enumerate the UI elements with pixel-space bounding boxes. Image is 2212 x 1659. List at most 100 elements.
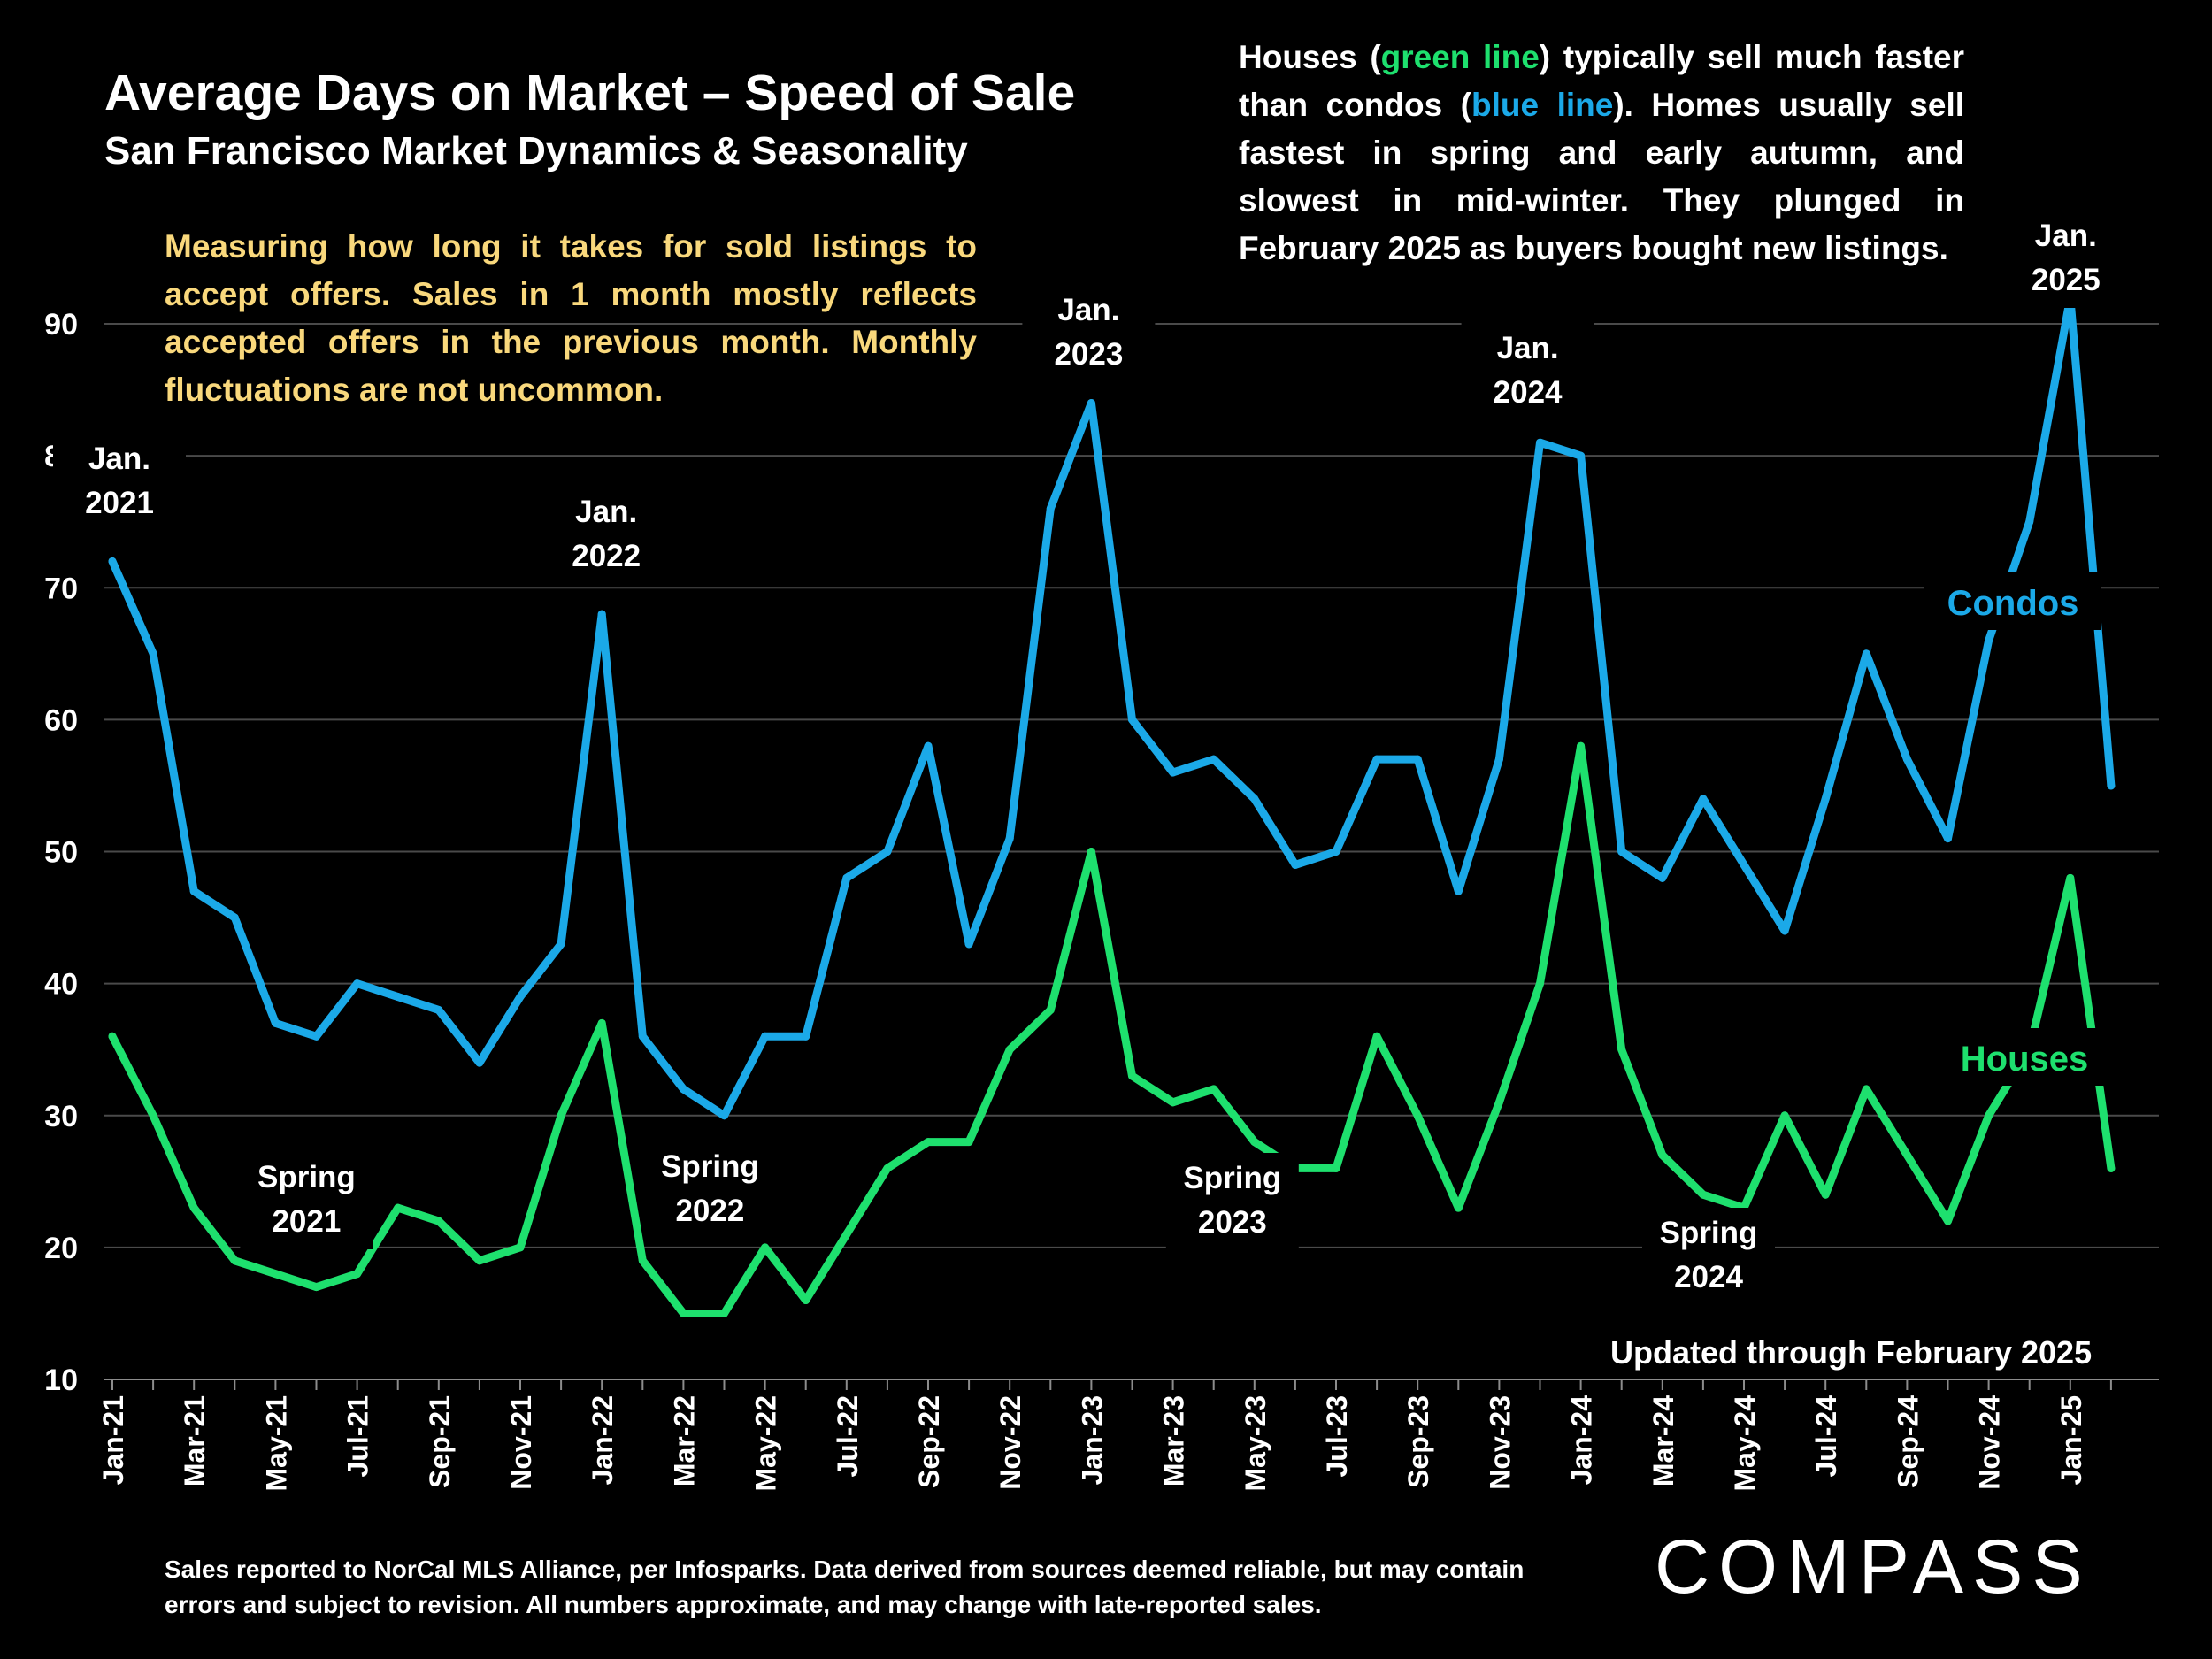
houses-data-point xyxy=(924,1138,933,1147)
updated-through-label: Updated through February 2025 xyxy=(1610,1334,2093,1371)
houses-data-point xyxy=(108,1032,117,1041)
condos-data-point xyxy=(394,993,403,1002)
annotation-mask xyxy=(1165,1153,1299,1250)
condos-data-point xyxy=(1617,848,1626,856)
houses-series-label: Houses xyxy=(1961,1040,2089,1079)
houses-data-point xyxy=(557,1111,565,1120)
condos-data-point xyxy=(638,1032,647,1041)
annotation-label: Jan. xyxy=(1057,293,1119,327)
houses-data-point xyxy=(2066,873,2075,882)
condos-data-point xyxy=(1250,795,1259,803)
condos-data-point xyxy=(1699,795,1708,803)
x-tick-label: Jul-21 xyxy=(342,1395,374,1477)
commentary-part: Houses ( xyxy=(1239,39,1381,75)
houses-data-point xyxy=(1862,1085,1870,1094)
houses-data-point xyxy=(2107,1164,2116,1172)
condos-data-point xyxy=(1413,755,1422,764)
annotation-mask xyxy=(1642,1208,1775,1305)
condos-data-point xyxy=(679,1085,687,1094)
annotation-label: 2021 xyxy=(85,486,154,520)
measuring-note: Measuring how long it takes for sold lis… xyxy=(165,228,977,408)
x-tick-label: Jan-21 xyxy=(97,1395,129,1485)
condos-data-point xyxy=(883,848,892,856)
x-tick-label: May-24 xyxy=(1729,1395,1761,1492)
y-tick-label: 40 xyxy=(44,968,78,1002)
annotation-label: Spring xyxy=(1183,1161,1281,1195)
x-tick-label: Mar-23 xyxy=(1158,1395,1190,1486)
houses-data-point xyxy=(1413,1111,1422,1120)
y-tick-label: 90 xyxy=(44,308,78,342)
houses-data-point xyxy=(1536,979,1544,988)
houses-data-point xyxy=(353,1270,362,1279)
houses-data-point xyxy=(842,1230,851,1239)
annotation-label: 2022 xyxy=(572,539,641,573)
annotation-label: 2021 xyxy=(272,1204,341,1239)
x-tick-label: Sep-22 xyxy=(913,1395,945,1488)
x-tick-label: Jul-22 xyxy=(832,1395,864,1477)
chart-title: Average Days on Market – Speed of Sale xyxy=(104,65,1076,121)
x-tick-label: Jan-24 xyxy=(1566,1395,1598,1486)
houses-data-point xyxy=(1372,1032,1381,1041)
houses-data-point xyxy=(189,1203,198,1212)
x-tick-label: May-22 xyxy=(750,1395,782,1492)
compass-logo: COMPASS xyxy=(1655,1525,2092,1609)
houses-series-line xyxy=(108,741,2116,1317)
condos-data-point xyxy=(597,610,606,618)
houses-data-point xyxy=(1210,1085,1218,1094)
houses-data-point xyxy=(638,1256,647,1265)
annotation-label: Spring xyxy=(661,1149,759,1184)
x-tick-label: Jul-23 xyxy=(1321,1395,1353,1477)
annotation-label: 2022 xyxy=(675,1194,744,1228)
commentary-part: ) typically sell much faster than condos… xyxy=(1239,39,1964,123)
x-tick-label: Nov-24 xyxy=(1974,1395,2006,1490)
condos-data-point xyxy=(230,913,239,922)
houses-data-point xyxy=(1699,1190,1708,1199)
y-tick-label: 70 xyxy=(44,572,78,605)
x-tick-label: Jul-24 xyxy=(1810,1395,1842,1478)
x-tick-label: May-23 xyxy=(1240,1395,1271,1492)
houses-data-point xyxy=(230,1256,239,1265)
condos-data-point xyxy=(189,887,198,895)
condos-data-point xyxy=(1985,636,1993,645)
condos-data-point xyxy=(1780,926,1789,935)
condos-data-point xyxy=(1005,834,1014,843)
condos-data-point xyxy=(924,741,933,750)
x-tick-label: Sep-24 xyxy=(1892,1395,1924,1488)
condos-data-point xyxy=(1087,398,1095,407)
houses-data-point xyxy=(1577,741,1586,750)
condos-data-point xyxy=(516,993,525,1002)
x-tick-label: Mar-24 xyxy=(1647,1395,1679,1486)
houses-data-point xyxy=(475,1256,484,1265)
condos-data-point xyxy=(2107,781,2116,790)
condos-data-point xyxy=(761,1032,770,1041)
houses-data-point xyxy=(802,1296,810,1305)
houses-data-point xyxy=(964,1138,973,1147)
condos-data-point xyxy=(842,873,851,882)
x-tick-label: May-21 xyxy=(260,1395,292,1492)
annotation-mask xyxy=(1461,323,1594,420)
condos-data-point xyxy=(108,557,117,565)
houses-data-point xyxy=(149,1111,157,1120)
annotation-label: Spring xyxy=(257,1160,356,1194)
condos-data-point xyxy=(1372,755,1381,764)
condos-data-point xyxy=(802,1032,810,1041)
chart-subtitle: San Francisco Market Dynamics & Seasonal… xyxy=(104,129,968,173)
condos-data-point xyxy=(1658,873,1667,882)
condos-data-point xyxy=(1494,755,1503,764)
condos-data-point xyxy=(1944,834,1952,843)
condos-data-point xyxy=(1821,795,1830,803)
annotation-label: 2024 xyxy=(1674,1260,1743,1294)
green-line-keyword: green line xyxy=(1380,39,1540,75)
condos-data-point xyxy=(149,649,157,658)
annotation-label: Jan. xyxy=(575,495,637,529)
condos-data-point xyxy=(720,1111,728,1120)
x-tick-label: Jan-23 xyxy=(1076,1395,1108,1485)
condos-data-point xyxy=(1046,504,1055,513)
condos-data-point xyxy=(1862,649,1870,658)
houses-data-point xyxy=(1128,1071,1136,1080)
houses-data-point xyxy=(1821,1190,1830,1199)
x-tick-label: Nov-22 xyxy=(995,1395,1026,1490)
condos-data-point xyxy=(964,940,973,949)
x-tick-label: Jan-22 xyxy=(587,1395,618,1485)
